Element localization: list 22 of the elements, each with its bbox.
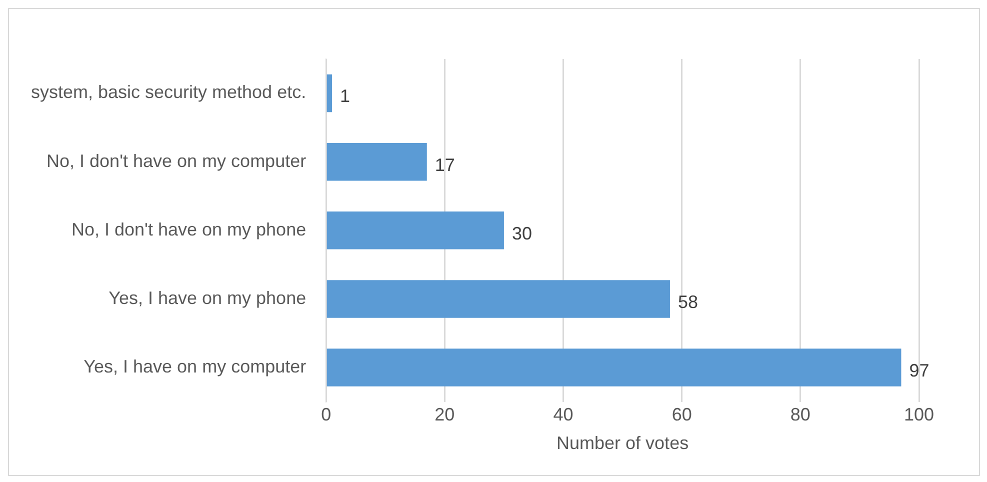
x-tick-label: 0 (321, 404, 332, 425)
bar (326, 280, 670, 318)
bar (326, 74, 332, 112)
data-label: 58 (678, 292, 698, 312)
bar (326, 142, 427, 181)
bar (326, 348, 902, 386)
data-label: 1 (340, 86, 350, 106)
data-label: 97 (909, 360, 930, 380)
y-tick-label: No, I don't have on my phone (72, 219, 306, 240)
bar (326, 212, 504, 250)
x-tick-label: 20 (434, 404, 455, 425)
data-label: 30 (512, 223, 532, 244)
data-label: 17 (434, 154, 455, 175)
y-tick-label: Yes, I have on my phone (108, 288, 306, 308)
x-tick-label: 100 (904, 404, 934, 425)
x-axis-title: Number of votes (556, 433, 689, 454)
y-tick-label: Yes, I have on my computer (84, 356, 306, 376)
y-tick-label: system, basic security method etc. (30, 82, 306, 102)
x-tick-label: 40 (553, 404, 574, 425)
y-tick-label: No, I don't have on my computer (46, 150, 306, 171)
x-tick-label: 80 (790, 404, 810, 425)
x-tick-label: 60 (672, 404, 692, 425)
